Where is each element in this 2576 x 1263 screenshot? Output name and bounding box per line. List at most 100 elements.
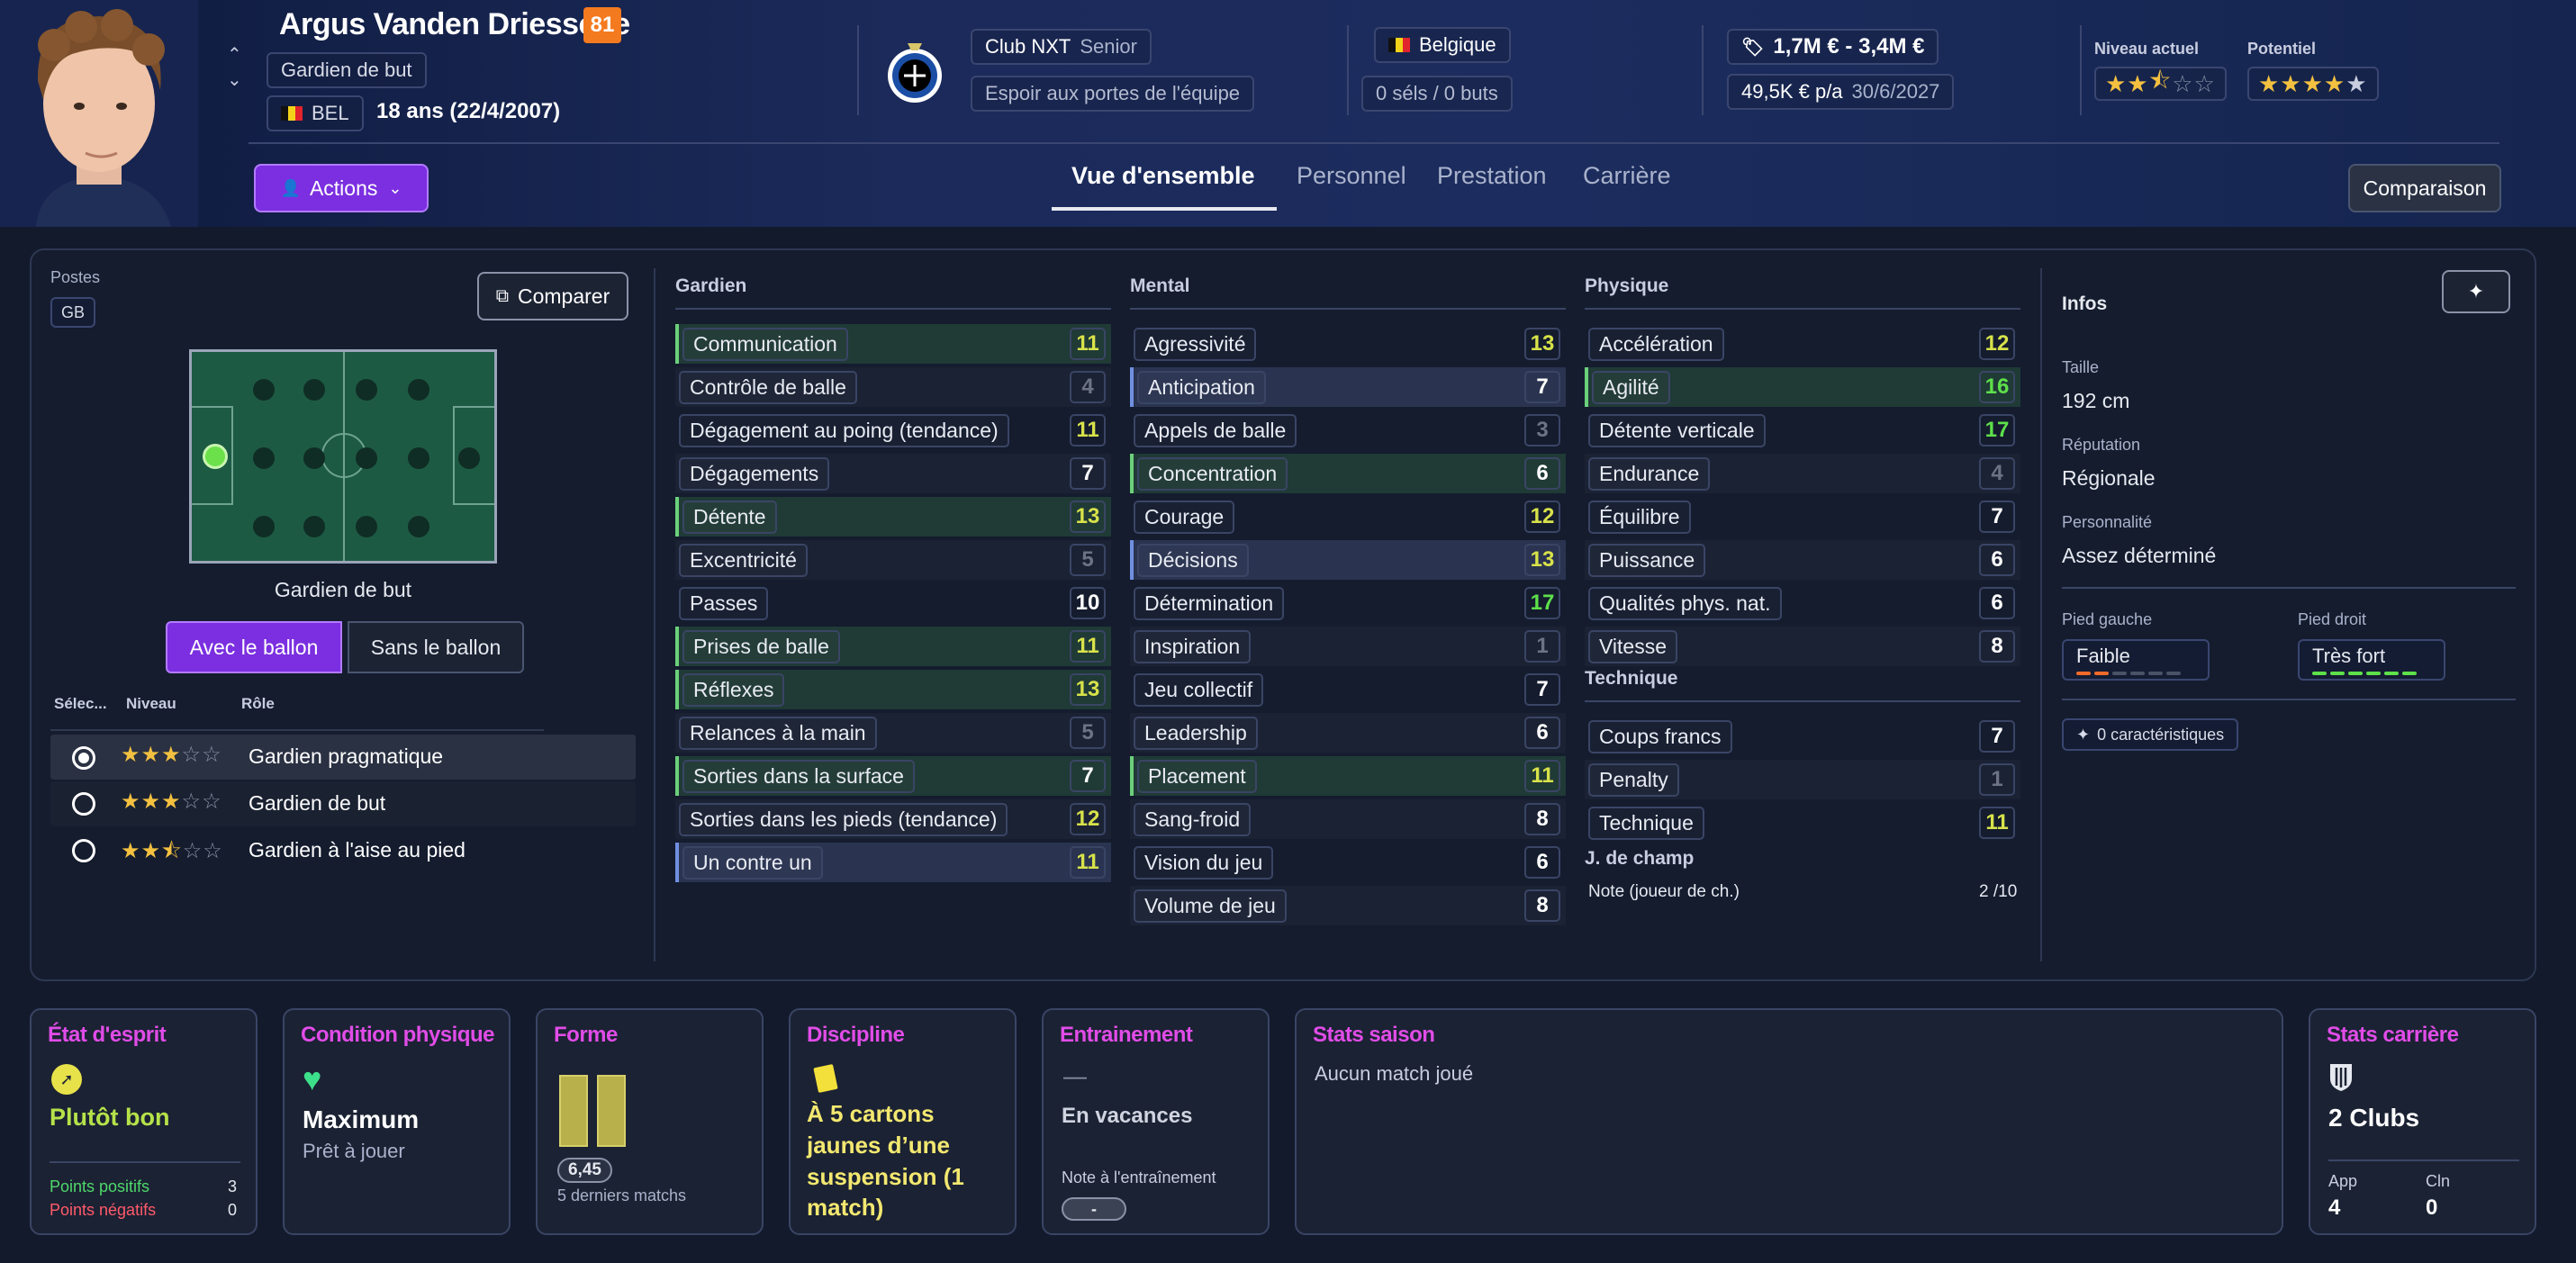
attribute-row[interactable]: Sorties dans la surface 7 (675, 756, 1111, 796)
attribute-row[interactable]: Technique 11 (1585, 803, 2020, 843)
position-pitch (189, 349, 497, 564)
form-card[interactable]: Forme 6,45 5 derniers matchs (536, 1008, 764, 1235)
attribute-row[interactable]: Contrôle de balle 4 (675, 367, 1111, 407)
prev-player-arrow[interactable]: ⌃ (227, 45, 242, 65)
attribute-row[interactable]: Communication 11 (675, 324, 1111, 364)
country-name: Belgique (1419, 33, 1496, 56)
attribute-name: Placement (1137, 759, 1257, 793)
attribute-row[interactable]: Prises de balle 11 (675, 627, 1111, 666)
right-foot-value: Très fort (2312, 645, 2386, 667)
attribute-row[interactable]: Excentricité 5 (675, 540, 1111, 580)
attribute-value: 12 (1979, 328, 2015, 360)
attribute-row[interactable]: Détente verticale 17 (1585, 410, 2020, 450)
attribute-value: 6 (1524, 457, 1560, 490)
reputation-value: Régionale (2062, 466, 2156, 490)
attribute-name: Passes (679, 586, 769, 620)
comparison-button[interactable]: Comparaison (2348, 164, 2501, 212)
training-dash: — (1063, 1062, 1087, 1089)
attribute-name: Détermination (1134, 586, 1285, 620)
attribute-name: Détente (682, 500, 777, 534)
attribute-name: Dégagement au poing (tendance) (679, 413, 1009, 447)
attribute-name: Leadership (1134, 716, 1258, 750)
attribute-value: 11 (1070, 414, 1106, 447)
attribute-row[interactable]: Courage 12 (1130, 497, 1566, 537)
actions-button[interactable]: 👤 Actions ⌄ (254, 164, 429, 212)
with-ball-toggle[interactable]: Avec le ballon (166, 621, 342, 673)
attribute-row[interactable]: Détente 13 (675, 497, 1111, 537)
without-ball-toggle[interactable]: Sans le ballon (348, 621, 524, 673)
attribute-row[interactable]: Anticipation 7 (1130, 367, 1566, 407)
attribute-row[interactable]: Passes 10 (675, 583, 1111, 623)
attribute-name: Détente verticale (1588, 413, 1766, 447)
tab-performance[interactable]: Prestation (1437, 162, 1547, 189)
tab-personal[interactable]: Personnel (1297, 162, 1406, 189)
attribute-row[interactable]: Vision du jeu 6 (1130, 843, 1566, 882)
attribute-row[interactable]: Qualités phys. nat. 6 (1585, 583, 2020, 623)
attribute-row[interactable]: Concentration 6 (1130, 454, 1566, 493)
attribute-row[interactable]: Relances à la main 5 (675, 713, 1111, 753)
attribute-row[interactable]: Coups francs 7 (1585, 717, 2020, 756)
attribute-row[interactable]: Sang-froid 8 (1130, 799, 1566, 839)
next-player-arrow[interactable]: ⌄ (227, 70, 242, 90)
attribute-row[interactable]: Sorties dans les pieds (tendance) 12 (675, 799, 1111, 839)
yellow-card-icon (813, 1064, 838, 1093)
clean-sheets-label: Cln (2426, 1172, 2451, 1190)
attribute-row[interactable]: Leadership 6 (1130, 713, 1566, 753)
attribute-row[interactable]: Décisions 13 (1130, 540, 1566, 580)
attribute-name: Technique (1588, 806, 1704, 840)
attribute-row[interactable]: Dégagement au poing (tendance) 11 (675, 410, 1111, 450)
tab-career[interactable]: Carrière (1583, 162, 1671, 189)
attribute-row[interactable]: Équilibre 7 (1585, 497, 2020, 537)
position-code-chip: GB (50, 297, 96, 328)
tab-overview[interactable]: Vue d'ensemble (1071, 162, 1255, 189)
attribute-name: Agilité (1592, 370, 1670, 404)
discipline-card[interactable]: Discipline À 5 cartons jaunes d’une susp… (789, 1008, 1017, 1235)
attribute-row[interactable]: Inspiration 1 (1130, 627, 1566, 666)
club-chip[interactable]: Club NXT Senior (971, 29, 1152, 65)
role-stars: ★★⯪☆☆ (121, 839, 223, 863)
attribute-row[interactable]: Placement 11 (1130, 756, 1566, 796)
attribute-row[interactable]: Détermination 17 (1130, 583, 1566, 623)
attribute-row[interactable]: Un contre un 11 (675, 843, 1111, 882)
attribute-row[interactable]: Réflexes 13 (675, 670, 1111, 709)
positive-points: 3 (228, 1177, 238, 1195)
country-chip[interactable]: Belgique (1374, 27, 1511, 63)
attribute-value: 5 (1070, 717, 1106, 749)
attribute-row[interactable]: Appels de balle 3 (1130, 410, 1566, 450)
player-age: 18 ans (22/4/2007) (376, 99, 561, 123)
role-row[interactable] (50, 781, 636, 826)
condition-card[interactable]: Condition physique ♥ Maximum Prêt à joue… (283, 1008, 511, 1235)
attribute-row[interactable]: Puissance 6 (1585, 540, 2020, 580)
attribute-row[interactable]: Agilité 16 (1585, 367, 2020, 407)
attribute-row[interactable]: Penalty 1 (1585, 760, 2020, 799)
training-card[interactable]: Entrainement — En vacances Note à l'entr… (1042, 1008, 1270, 1235)
compare-button[interactable]: ⧉ Comparer (477, 272, 628, 320)
career-stats-card[interactable]: Stats carrière 2 Clubs App 4 Cln 0 (2309, 1008, 2536, 1235)
season-stats-card[interactable]: Stats saison Aucun match joué (1295, 1008, 2283, 1235)
role-row-selected[interactable] (50, 735, 636, 780)
form-bar (559, 1075, 588, 1147)
foot-bar (2330, 672, 2345, 675)
goalkeeper-position-marker (203, 444, 228, 469)
morale-card[interactable]: État d'esprit ➚ Plutôt bon Points positi… (30, 1008, 258, 1235)
attribute-value: 10 (1070, 587, 1106, 619)
traits-icon-button[interactable]: ✦ (2442, 270, 2510, 313)
attribute-row[interactable]: Endurance 4 (1585, 454, 2020, 493)
attr-group-title: Physique (1585, 275, 1669, 296)
attribute-row[interactable]: Vitesse 8 (1585, 627, 2020, 666)
attribute-value: 7 (1979, 720, 2015, 753)
attribute-row[interactable]: Dégagements 7 (675, 454, 1111, 493)
attribute-row[interactable]: Volume de jeu 8 (1130, 886, 1566, 925)
attr-group-title: Gardien (675, 275, 747, 296)
attribute-value: 13 (1524, 328, 1560, 360)
player-header: ⌃ ⌄ Argus Vanden Driessche 81 Gardien de… (0, 0, 2576, 227)
role-radio[interactable] (72, 792, 95, 816)
attribute-row[interactable]: Accélération 12 (1585, 324, 2020, 364)
traits-chip[interactable]: ✦ 0 caractéristiques (2062, 718, 2239, 751)
attribute-row[interactable]: Jeu collectif 7 (1130, 670, 1566, 709)
form-average: 6,45 (557, 1158, 612, 1183)
attribute-row[interactable]: Agressivité 13 (1130, 324, 1566, 364)
international-stats-chip: 0 séls / 0 buts (1361, 76, 1513, 112)
role-radio[interactable] (72, 839, 95, 862)
role-radio-selected[interactable] (72, 746, 95, 770)
